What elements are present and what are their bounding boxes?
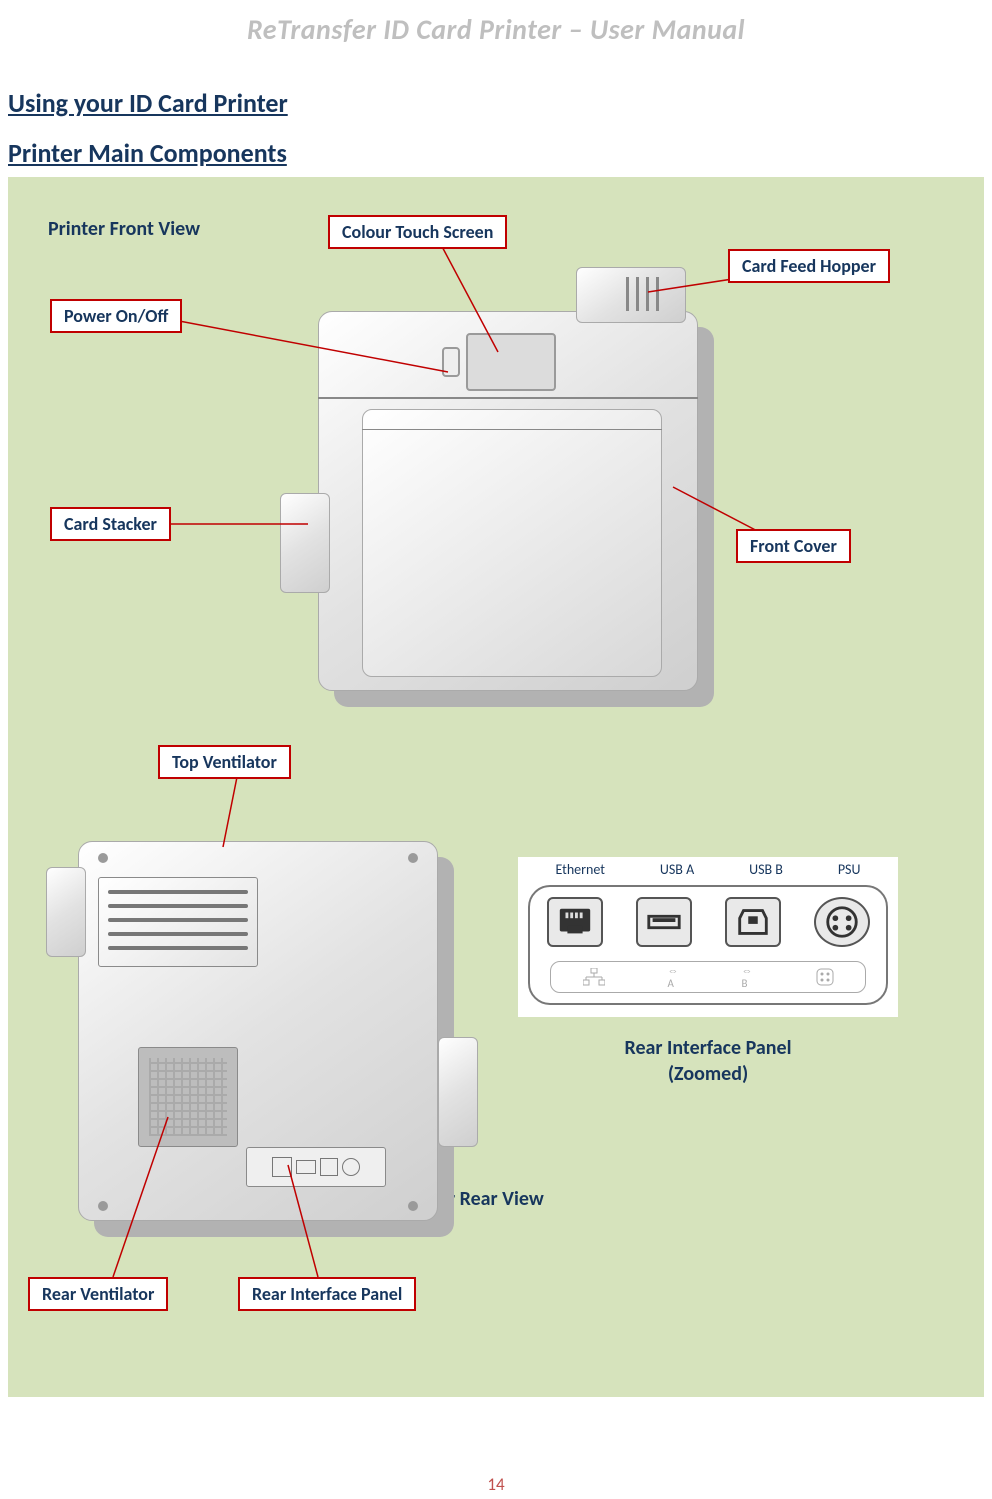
- callout-colour-touch-screen: Colour Touch Screen: [328, 215, 507, 249]
- port-label-psu: PSU: [838, 861, 861, 878]
- front-view-label: Printer Front View: [48, 217, 200, 241]
- page-number: 14: [0, 1474, 992, 1495]
- printer-front-illustration: [308, 267, 738, 697]
- subsection-heading: Printer Main Components: [8, 137, 992, 169]
- callout-card-feed-hopper: Card Feed Hopper: [728, 249, 890, 283]
- callout-card-stacker: Card Stacker: [50, 507, 171, 541]
- port-label-ethernet: Ethernet: [555, 861, 605, 878]
- callout-power-on-off: Power On/Off: [50, 299, 182, 333]
- section-heading: Using your ID Card Printer: [8, 87, 992, 119]
- callout-rear-ventilator: Rear Ventilator: [28, 1277, 168, 1311]
- psu-port-icon: [814, 897, 870, 947]
- components-diagram: Printer Front View Printer Rear View Col…: [8, 177, 984, 1397]
- port-label-usb-a: USB A: [660, 861, 694, 878]
- interface-icon-strip: ⇔A ⇔B: [550, 961, 866, 993]
- callout-top-ventilator: Top Ventilator: [158, 745, 291, 779]
- interface-panel-caption: Rear Interface Panel (Zoomed): [568, 1035, 848, 1087]
- printer-rear-illustration: [68, 817, 468, 1237]
- document-title: ReTransfer ID Card Printer – User Manual: [0, 12, 992, 47]
- port-label-usb-b: USB B: [749, 861, 783, 878]
- interface-panel-zoomed: Ethernet USB A USB B PSU: [518, 857, 898, 1017]
- usb-b-port-icon: [725, 897, 781, 947]
- callout-front-cover: Front Cover: [736, 529, 851, 563]
- callout-rear-interface-panel: Rear Interface Panel: [238, 1277, 416, 1311]
- usb-a-port-icon: [636, 897, 692, 947]
- ethernet-port-icon: [547, 897, 603, 947]
